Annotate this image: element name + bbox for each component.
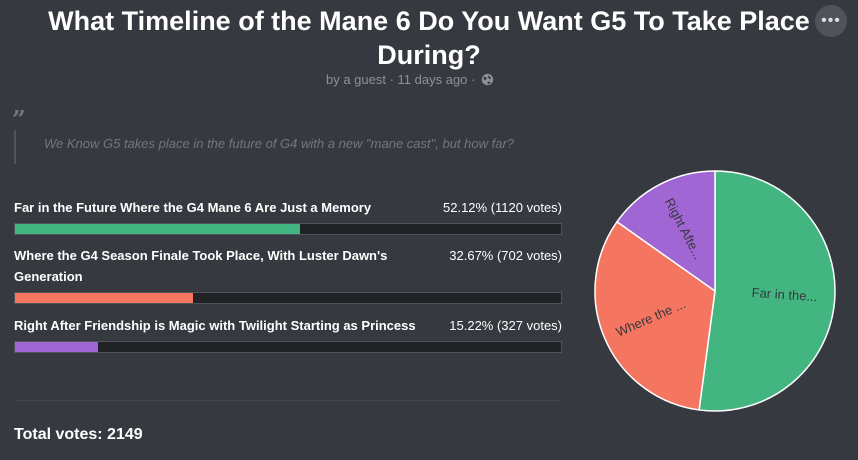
poll-description: We Know G5 takes place in the future of … [44,136,515,151]
pie-slice [594,220,716,411]
poll-option: Far in the Future Where the G4 Mane 6 Ar… [14,197,562,235]
poll-title: What Timeline of the Mane 6 Do You Want … [48,6,810,70]
results-divider [14,400,562,401]
poll-option: Right After Friendship is Magic with Twi… [14,315,562,353]
total-votes: Total votes: 2149 [14,426,143,443]
pie-slice-label: Far in the... [751,285,818,304]
option-stat: 32.67% (702 votes) [449,248,562,263]
option-bar-fill [15,342,99,352]
quote-icon: ” [12,105,26,134]
ellipsis-icon: ••• [821,12,841,29]
option-stat: 15.22% (327 votes) [449,318,562,333]
globe-icon [481,73,494,86]
option-label: Where the G4 Season Finale Took Place, W… [14,248,388,284]
option-label: Far in the Future Where the G4 Mane 6 Ar… [14,200,372,215]
option-bar [14,223,562,235]
more-options-button[interactable]: ••• [815,5,847,37]
results-pie-chart: Far in the...Where the ...Right Afte... [594,170,836,412]
poll-byline: by a guest · 11 days ago · [0,72,820,87]
poll-option: Where the G4 Season Finale Took Place, W… [14,245,562,304]
byline-text: by a guest · 11 days ago · [326,72,476,87]
option-bar [14,341,562,353]
option-bar-fill [15,293,194,303]
option-label: Right After Friendship is Magic with Twi… [14,318,416,333]
description-divider [14,130,16,164]
pie-slice [615,170,716,293]
option-stat: 52.12% (1120 votes) [443,200,562,215]
option-bar-fill [15,224,300,234]
option-bar [14,292,562,304]
pie-slice [698,170,836,412]
